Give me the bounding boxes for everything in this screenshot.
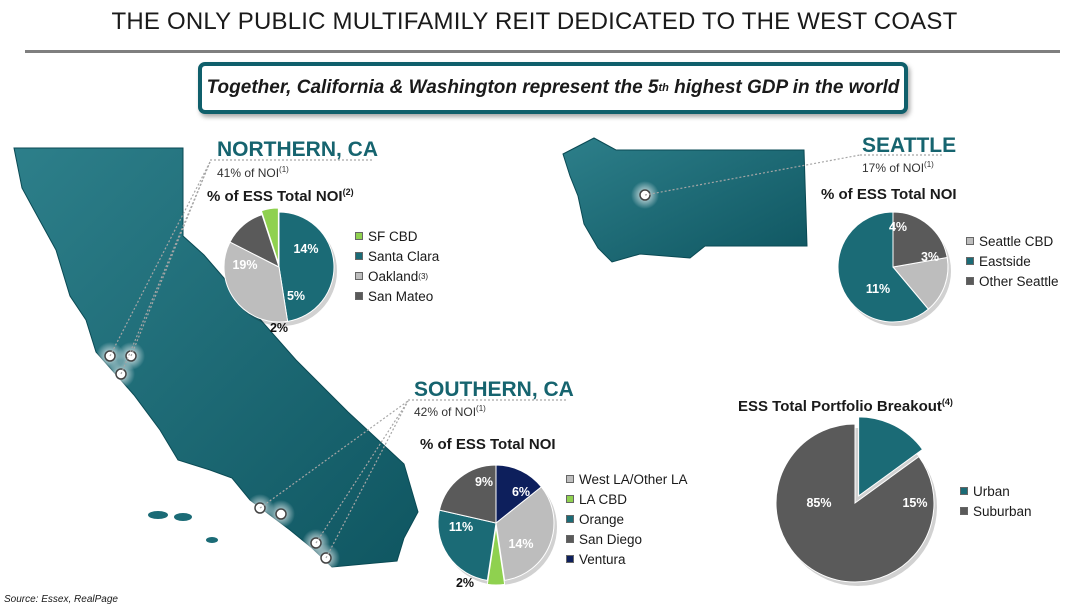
- legend-swatch: [960, 487, 968, 495]
- legend-item: Seattle CBD: [966, 231, 1059, 251]
- southern-ca-heading: SOUTHERN, CA: [414, 378, 574, 401]
- portfolio-pie-title: ESS Total Portfolio Breakout(4): [738, 397, 953, 415]
- banner-sup: th: [658, 82, 669, 94]
- portfolio-pie-title-text: ESS Total Portfolio Breakout: [738, 398, 942, 415]
- seattle-heading: SEATTLE: [862, 134, 957, 157]
- channel-island: [174, 513, 192, 521]
- legend-label: SF CBD: [368, 228, 418, 244]
- legend-swatch: [966, 257, 974, 265]
- pie-label: 3%: [920, 250, 940, 264]
- legend-label: Ventura: [579, 551, 626, 567]
- seattle-pie-title: % of ESS Total NOI: [821, 186, 957, 203]
- legend-item: Urban: [960, 481, 1032, 501]
- page-title: THE ONLY PUBLIC MULTIFAMILY REIT DEDICAT…: [111, 8, 958, 35]
- legend-label: Other Seattle: [979, 273, 1059, 289]
- legend-swatch: [566, 495, 574, 503]
- southern-noi-sup: (1): [476, 404, 486, 413]
- portfolio-legend: Urban Suburban: [960, 481, 1032, 521]
- pie-label: 6%: [511, 485, 531, 499]
- northern-noi-sup: (1): [279, 165, 289, 174]
- legend-label: Seattle CBD: [979, 233, 1054, 249]
- pie-label: 11%: [448, 520, 474, 534]
- legend-swatch: [960, 507, 968, 515]
- legend-label-sup: (3): [418, 271, 429, 281]
- legend-item: Suburban: [960, 501, 1032, 521]
- southern-noi-text: 42% of NOI: [414, 405, 477, 419]
- legend-item: Santa Clara: [355, 246, 439, 266]
- legend-label: Suburban: [973, 503, 1032, 519]
- portfolio-pie-title-sup: (4): [941, 397, 953, 407]
- legend-swatch: [966, 237, 974, 245]
- header-underlines: [210, 154, 944, 401]
- legend-swatch: [355, 232, 363, 240]
- legend-item: Oakland (3): [355, 266, 439, 286]
- pie-label: 14%: [508, 537, 534, 551]
- northern-pie-title-sup: (2): [342, 187, 354, 197]
- california-map-shape: [13, 147, 419, 568]
- southern-noi: 42% of NOI(1): [414, 404, 486, 419]
- northern-noi: 41% of NOI(1): [217, 165, 289, 180]
- legend-swatch: [355, 252, 363, 260]
- legend-label: San Mateo: [368, 288, 434, 304]
- seattle-noi: 17% of NOI(1): [862, 160, 934, 175]
- pie-label: 2%: [455, 576, 475, 590]
- northern-ca-heading: NORTHERN, CA: [217, 138, 378, 161]
- legend-label: LA CBD: [579, 491, 628, 507]
- banner-text-after: highest GDP in the world: [668, 77, 900, 98]
- legend-swatch: [355, 292, 363, 300]
- connector-lines: [109, 154, 861, 559]
- seattle-noi-text: 17% of NOI: [862, 161, 925, 175]
- seattle-legend: Seattle CBD Eastside Other Seattle: [966, 231, 1059, 291]
- northern-pie-title: % of ESS Total NOI(2): [207, 187, 354, 205]
- legend-item: Other Seattle: [966, 271, 1059, 291]
- pie-label: 2%: [269, 321, 289, 335]
- legend-item: San Mateo: [355, 286, 439, 306]
- legend-label: Urban: [973, 483, 1010, 499]
- legend-swatch: [566, 535, 574, 543]
- banner-text: Together, California & Washington repres…: [206, 77, 659, 98]
- legend-swatch: [566, 515, 574, 523]
- northern-pie-title-text: % of ESS Total NOI: [207, 188, 343, 205]
- legend-item: Orange: [566, 509, 688, 529]
- legend-label: Santa Clara: [368, 248, 440, 264]
- legend-item: SF CBD: [355, 226, 439, 246]
- northern-noi-text: 41% of NOI: [217, 166, 280, 180]
- legend-item: West LA/Other LA: [566, 469, 688, 489]
- source-note: Source: Essex, RealPage: [4, 594, 118, 605]
- legend-label: Eastside: [979, 253, 1031, 269]
- southern-pie-title: % of ESS Total NOI: [420, 436, 556, 453]
- legend-swatch: [566, 475, 574, 483]
- legend-item: San Diego: [566, 529, 688, 549]
- pie-label: 5%: [286, 289, 306, 303]
- legend-swatch: [966, 277, 974, 285]
- pie-label: 11%: [865, 282, 891, 296]
- legend-item: LA CBD: [566, 489, 688, 509]
- pie-label: 85%: [806, 496, 832, 510]
- title-divider: [25, 50, 1060, 53]
- channel-island: [148, 511, 168, 519]
- channel-island: [206, 537, 218, 543]
- legend-label: Oakland: [368, 268, 419, 284]
- pie-label: 19%: [232, 258, 258, 272]
- gdp-banner: Together, California & Washington repres…: [198, 62, 908, 114]
- southern-legend: West LA/Other LA LA CBD Orange San Diego Ven…: [566, 469, 688, 569]
- pie-label: 15%: [902, 496, 928, 510]
- legend-swatch: [355, 272, 363, 280]
- pie-label: 4%: [888, 220, 908, 234]
- washington-map-shape: [562, 137, 808, 263]
- pie-label: 14%: [293, 242, 319, 256]
- northern-legend: SF CBD Santa Clara Oakland (3) San Mateo: [355, 226, 439, 306]
- seattle-noi-sup: (1): [924, 160, 934, 169]
- pie-label: 9%: [474, 475, 494, 489]
- legend-label: West LA/Other LA: [579, 471, 688, 487]
- legend-label: San Diego: [579, 531, 643, 547]
- legend-swatch: [566, 555, 574, 563]
- legend-item: Ventura: [566, 549, 688, 569]
- legend-label: Orange: [579, 511, 625, 527]
- legend-item: Eastside: [966, 251, 1059, 271]
